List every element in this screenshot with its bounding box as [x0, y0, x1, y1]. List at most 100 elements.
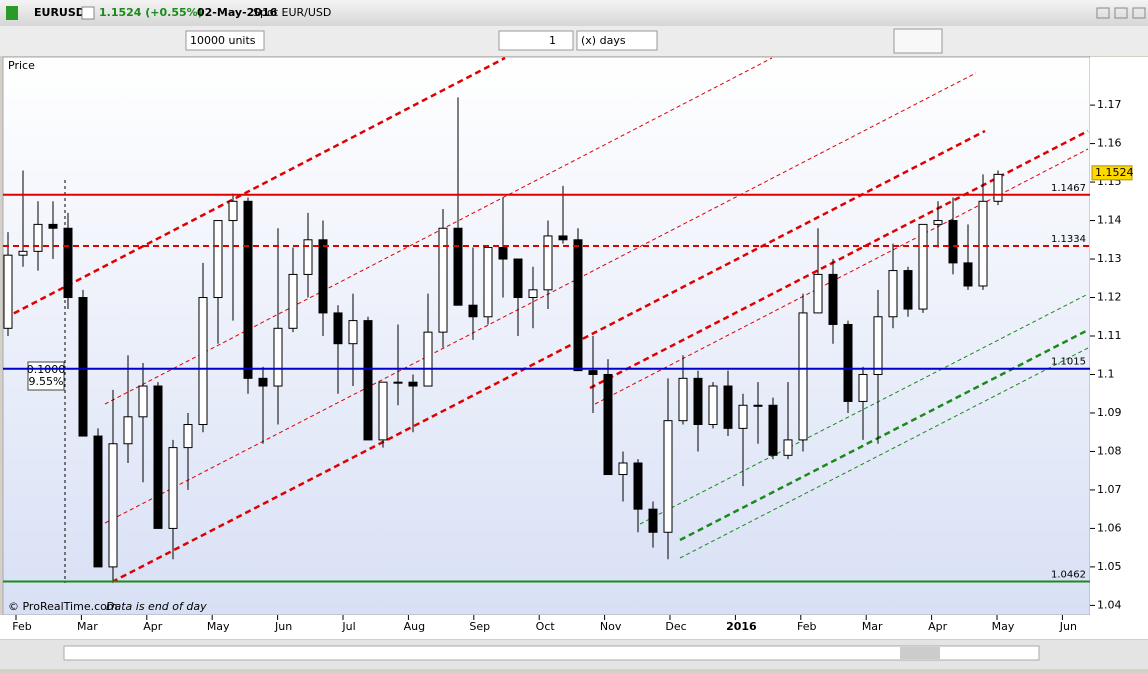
candle-body	[663, 420, 673, 533]
candle-body	[318, 239, 328, 314]
candle-body	[288, 273, 298, 329]
candle-body	[393, 381, 403, 384]
toolbar	[0, 26, 1148, 56]
candle-body	[63, 227, 73, 299]
units-select[interactable]	[185, 30, 265, 51]
description: Spot EUR/USD	[253, 6, 331, 19]
candle-body	[648, 508, 658, 533]
candle-body	[198, 297, 208, 426]
x-tick-label: Sep	[469, 620, 490, 633]
candle-body	[153, 385, 163, 529]
candle-body	[498, 246, 508, 260]
candle-body	[543, 235, 553, 291]
x-tick-label: Feb	[12, 620, 31, 633]
trend-line	[104, 57, 773, 405]
candle-body	[168, 447, 178, 529]
candle-body	[693, 377, 703, 426]
candle-body	[678, 377, 688, 422]
y-tick-label: 1.09	[1097, 406, 1122, 419]
candle-body	[363, 320, 373, 441]
candle-body	[408, 381, 418, 387]
candle-body	[918, 223, 928, 310]
plot-area	[2, 56, 1091, 616]
x-tick-label: Jun	[1059, 620, 1077, 633]
x-tick-label: Apr	[143, 620, 163, 633]
candle-body	[33, 223, 43, 252]
period-unit: (x) days	[581, 34, 626, 47]
price-axis	[1090, 57, 1148, 615]
candle-body	[438, 227, 448, 333]
candle-body	[888, 270, 898, 318]
maximize[interactable]	[1114, 7, 1128, 19]
candle-body	[933, 220, 943, 225]
y-tick-label: 1.05	[1097, 560, 1122, 573]
y-tick-label: 1.13	[1097, 252, 1122, 265]
candle-body	[723, 385, 733, 429]
last-price-box	[1091, 165, 1133, 181]
trend-line	[111, 129, 986, 584]
level-label: 1.1467	[1051, 183, 1086, 194]
trend-line	[679, 328, 1089, 542]
candle-body	[213, 220, 223, 299]
x-tick-label: Nov	[600, 620, 622, 633]
candle-body	[783, 439, 793, 456]
candle-body	[708, 385, 718, 426]
last-price: 1.1524	[1095, 166, 1134, 179]
candle-body	[768, 404, 778, 456]
x-tick-label: Dec	[665, 620, 686, 633]
scrollbar[interactable]	[63, 645, 1040, 661]
candle-body	[843, 323, 853, 402]
period-select[interactable]	[576, 30, 658, 51]
candle-body	[978, 200, 988, 287]
x-tick-label: May	[992, 620, 1015, 633]
candle-body	[3, 254, 13, 329]
candle-body	[48, 223, 58, 229]
y-tick-label: 1.16	[1097, 137, 1122, 150]
candle-body	[513, 258, 523, 299]
x-tick-label: Oct	[536, 620, 556, 633]
level-label: 1.1334	[1051, 234, 1086, 245]
scroll-thumb[interactable]	[900, 647, 940, 659]
candle-body	[18, 250, 28, 256]
candle-body	[633, 462, 643, 510]
candle-body	[423, 331, 433, 387]
units: 10000 units	[190, 34, 256, 47]
candle-body	[483, 246, 493, 318]
period-input[interactable]	[498, 30, 574, 51]
indicator-button[interactable]	[893, 28, 943, 54]
info-icon[interactable]	[81, 6, 95, 20]
y-tick-label: 1.12	[1097, 291, 1122, 304]
candle-body	[528, 289, 538, 299]
annotation-percent: 9.55%	[29, 375, 64, 388]
candle-body	[858, 373, 868, 402]
candle-body	[738, 404, 748, 429]
candle-body	[378, 381, 388, 441]
y-tick-label: 1.17	[1097, 98, 1122, 111]
candle-body	[993, 173, 1003, 202]
copyright: © ProRealTime.com	[8, 600, 118, 613]
trend-line	[589, 129, 1089, 390]
y-tick-label: 1.11	[1097, 329, 1122, 342]
chart-icon	[6, 6, 18, 20]
candle-body	[558, 235, 568, 241]
minimize[interactable]	[1096, 7, 1110, 19]
date: 02-May-2016	[197, 6, 278, 19]
y-tick-label: 1.07	[1097, 483, 1122, 496]
x-tick-label: Mar	[77, 620, 98, 633]
close[interactable]	[1132, 7, 1146, 19]
candle-body	[228, 200, 238, 222]
trend-line	[104, 72, 977, 524]
x-tick-label: 2016	[726, 620, 757, 633]
y-tick-label: 1.08	[1097, 444, 1122, 457]
candle-body	[123, 416, 133, 445]
candle-body	[303, 239, 313, 275]
trend-line	[594, 148, 1089, 405]
period-count: 1	[549, 34, 556, 47]
y-tick-label: 1.04	[1097, 598, 1122, 611]
panel-label: Price	[8, 59, 35, 72]
x-tick-label: Jul	[341, 620, 355, 633]
candle-body	[618, 462, 628, 476]
candle-body	[948, 220, 958, 264]
candle-body	[873, 316, 883, 375]
